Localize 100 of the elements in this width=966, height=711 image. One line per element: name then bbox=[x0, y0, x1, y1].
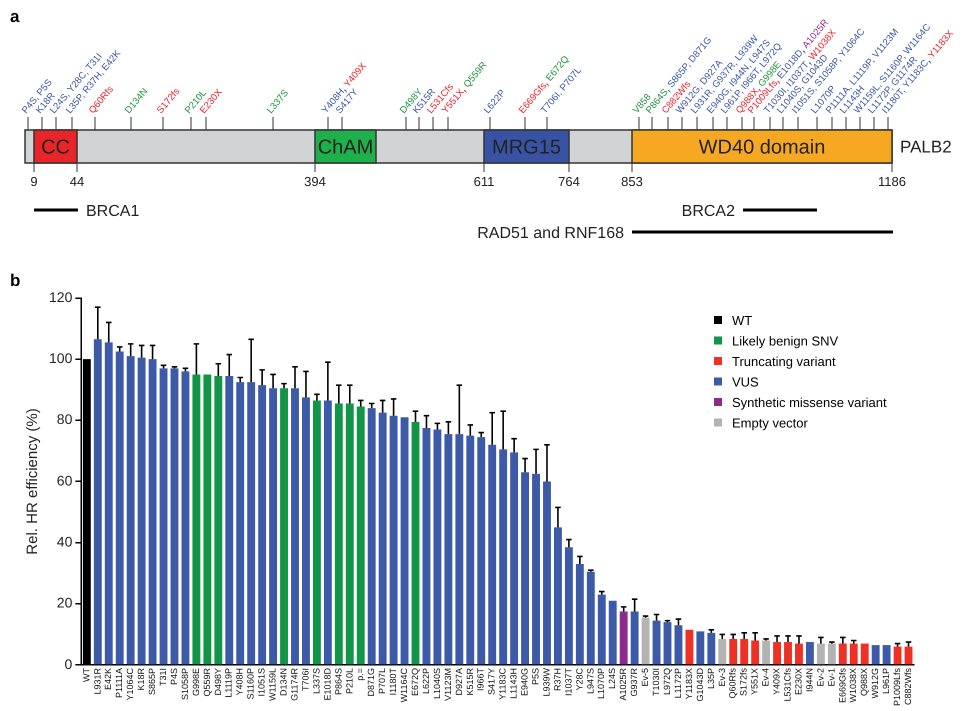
bar bbox=[872, 645, 880, 664]
y-tick-label: 60 bbox=[56, 472, 73, 488]
bar bbox=[795, 644, 803, 664]
bar bbox=[488, 444, 496, 664]
text: 764 bbox=[558, 174, 580, 189]
x-tick-label: L1172P bbox=[672, 668, 683, 698]
bar bbox=[378, 412, 387, 664]
bar bbox=[466, 436, 474, 664]
bar bbox=[784, 642, 792, 664]
x-tick-label: Y408H bbox=[234, 668, 245, 696]
bar bbox=[816, 644, 825, 664]
bar bbox=[652, 620, 660, 664]
bar bbox=[94, 339, 102, 664]
bar bbox=[334, 404, 343, 664]
bar bbox=[247, 382, 256, 664]
x-tick-label: C882Wfs bbox=[903, 667, 914, 705]
bar bbox=[324, 400, 332, 664]
text: MRG15 bbox=[492, 136, 561, 158]
bar bbox=[532, 474, 540, 664]
x-tick-label: L24S bbox=[607, 668, 618, 689]
x-tick-label: Y1064C bbox=[125, 667, 136, 700]
x-tick-label: P210L bbox=[344, 668, 354, 694]
x-tick-label: L622P bbox=[420, 668, 431, 694]
bar bbox=[225, 376, 234, 664]
text: ChAM bbox=[318, 136, 374, 158]
x-tick-label: E672Q bbox=[410, 668, 420, 696]
x-tick-label: Q559R bbox=[202, 667, 212, 696]
x-tick-label: P707L bbox=[377, 668, 388, 694]
y-tick-label: 20 bbox=[56, 594, 73, 611]
bar bbox=[214, 376, 222, 664]
bar bbox=[390, 416, 398, 664]
bar bbox=[422, 428, 430, 664]
x-tick-label: L1119P bbox=[224, 668, 234, 698]
bar bbox=[850, 644, 858, 664]
y-axis-title: Rel. HR efficiency (%) bbox=[24, 408, 42, 555]
x-tick-label: T706I bbox=[300, 668, 310, 691]
bar bbox=[751, 640, 760, 664]
legend-label: Truncating variant bbox=[732, 354, 836, 369]
bar bbox=[148, 359, 157, 664]
x-tick-label: L35P bbox=[706, 668, 716, 689]
x-tick-label: Q988X bbox=[859, 668, 870, 696]
x-tick-label: P1009Lfs bbox=[892, 667, 902, 706]
x-tick-label: Ev-2 bbox=[815, 668, 826, 686]
x-tick-label: p.= bbox=[355, 668, 366, 681]
bar bbox=[642, 618, 650, 664]
x-tick-label: V1123M bbox=[442, 668, 453, 701]
text: BRCA1 bbox=[86, 203, 140, 220]
bar bbox=[444, 434, 452, 664]
bar bbox=[312, 400, 321, 664]
bar bbox=[608, 600, 617, 664]
bar bbox=[510, 452, 518, 664]
x-tick-label: I944N bbox=[804, 668, 814, 692]
bar bbox=[674, 625, 682, 664]
bar bbox=[400, 417, 408, 664]
x-tick-label: T31I bbox=[158, 668, 168, 686]
x-tick-label: I1037T bbox=[563, 667, 574, 696]
x-tick-label: L531Cfs bbox=[782, 667, 792, 702]
x-tick-label: L1040S bbox=[432, 668, 442, 699]
bar bbox=[554, 527, 562, 664]
bar bbox=[455, 434, 464, 664]
x-tick-label: Q60Rfs bbox=[728, 667, 738, 698]
x-tick-label: I1051S bbox=[256, 668, 267, 696]
bar bbox=[718, 638, 726, 664]
x-tick-label: Y409X bbox=[772, 668, 782, 695]
x-tick-label: E940G bbox=[520, 668, 530, 696]
bar bbox=[499, 449, 508, 664]
x-tick-label: Ev-3 bbox=[716, 668, 727, 686]
text: 9 bbox=[30, 174, 38, 189]
bar bbox=[664, 622, 672, 664]
bar bbox=[598, 594, 606, 664]
bar bbox=[773, 642, 781, 664]
x-tick-label: D134N bbox=[278, 668, 289, 696]
bar bbox=[236, 382, 244, 664]
legend-label: VUS bbox=[732, 374, 760, 390]
x-tick-label: L947S bbox=[585, 668, 596, 694]
x-tick-label: G998E bbox=[190, 668, 201, 696]
bar bbox=[882, 645, 891, 664]
bar bbox=[258, 385, 266, 664]
x-tick-label: Y1183X bbox=[684, 668, 694, 700]
x-tick-label: E42K bbox=[103, 668, 114, 690]
x-tick-label: P4S bbox=[168, 668, 179, 685]
bar bbox=[280, 388, 288, 664]
text: WD40 domain bbox=[698, 136, 826, 158]
legend-label: Synthetic missense variant bbox=[732, 395, 888, 410]
x-tick-label: WT bbox=[81, 667, 92, 682]
bar bbox=[477, 437, 486, 664]
x-tick-label: P864S bbox=[333, 668, 344, 695]
y-tick-label: 40 bbox=[56, 534, 73, 550]
x-tick-label: Ev-4 bbox=[760, 668, 771, 686]
bar bbox=[412, 422, 420, 664]
bar bbox=[192, 374, 200, 664]
bar bbox=[620, 611, 628, 664]
bar bbox=[138, 358, 146, 664]
x-tick-label: L931R bbox=[92, 667, 102, 694]
x-tick-label: L337S bbox=[311, 668, 322, 694]
x-tick-label: E669Gfs bbox=[837, 667, 848, 703]
bar bbox=[740, 638, 748, 664]
x-tick-label: K18R bbox=[136, 667, 146, 690]
text: PALB2 bbox=[900, 138, 952, 156]
bar bbox=[181, 371, 190, 664]
